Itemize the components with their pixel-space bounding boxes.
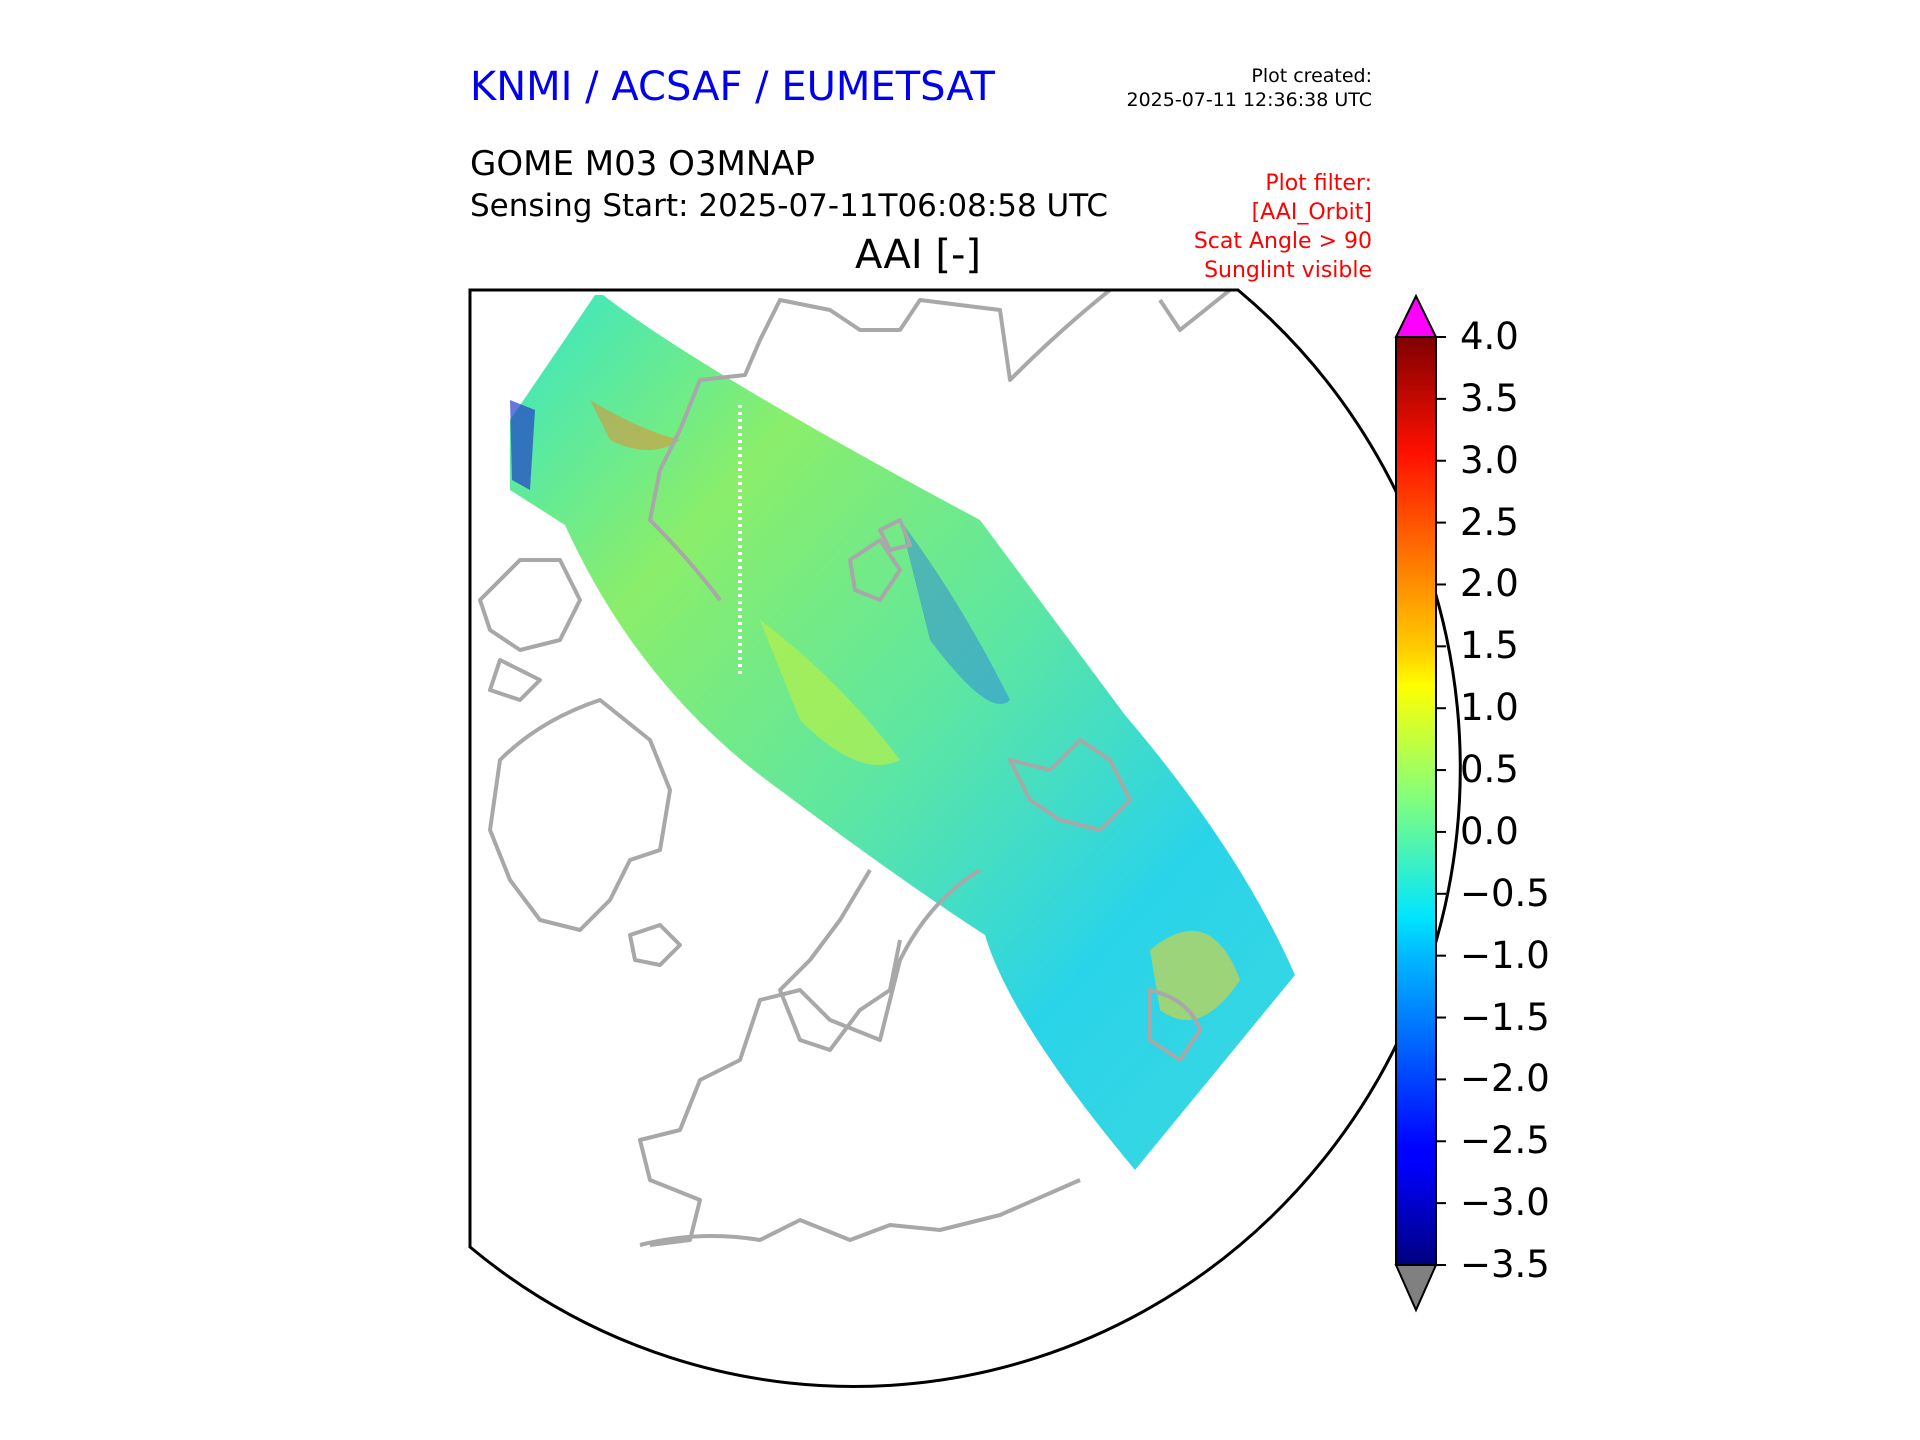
plot-filter-line: Sunglint visible <box>1204 258 1372 283</box>
colorbar-tick-label: −1.5 <box>1460 995 1550 1039</box>
swath-low-values <box>900 520 1010 704</box>
colorbar-tick-label: −3.5 <box>1460 1243 1550 1286</box>
coastline-asia-north <box>648 290 1112 602</box>
colorbar-tick-label: 3.5 <box>1460 376 1519 420</box>
coastline-iceland <box>628 923 682 967</box>
coastline-europe <box>638 868 982 1247</box>
swath-high-values <box>760 620 900 765</box>
colorbar-tick-label: −1.0 <box>1460 933 1550 977</box>
colorbar-gradient <box>1395 336 1437 1266</box>
organization-title: KNMI / ACSAF / EUMETSAT <box>470 64 995 110</box>
colorbar-tick-label: −3.0 <box>1460 1181 1550 1225</box>
coastline-scandinavia <box>778 868 902 1052</box>
coastline-greenland <box>488 698 672 932</box>
colorbar-over-arrow <box>1394 293 1438 338</box>
coastline-central-asia <box>1008 738 1132 832</box>
plot-filter-line: Plot filter: <box>1265 171 1372 196</box>
plot-filter-line: Scat Angle > 90 <box>1193 229 1372 254</box>
coastline-canada-islands <box>478 558 582 702</box>
colorbar-under-arrow <box>1394 1264 1438 1313</box>
colorbar-tick-label: 4.0 <box>1460 315 1519 358</box>
data-swath <box>510 295 1295 1170</box>
plot-created-time: 2025-07-11 12:36:38 UTC <box>1126 89 1373 111</box>
swath-low-values <box>510 400 535 490</box>
coastline-caspian <box>1148 988 1202 1062</box>
colorbar-tick-label: 0.5 <box>1460 748 1519 792</box>
colorbar-tick-label: 1.0 <box>1460 686 1519 730</box>
product-name: GOME M03 O3MNAP <box>470 144 816 184</box>
colorbar-tick-label: −0.5 <box>1460 871 1550 915</box>
plot-created-info: Plot created: 2025-07-11 12:36:38 UTC <box>1127 64 1373 112</box>
colorbar-tick-label: 2.0 <box>1460 562 1519 606</box>
plot-filter: Plot filter: [AAI_Orbit] Scat Angle > 90… <box>1194 169 1372 285</box>
plot-created-label: Plot created: <box>1251 65 1372 87</box>
coastline-arctic-sea <box>848 518 912 602</box>
coastline-mediterranean <box>639 1178 1081 1247</box>
colorbar-tick-label: 1.5 <box>1460 624 1519 668</box>
sensing-start: Sensing Start: 2025-07-11T06:08:58 UTC <box>470 188 1108 224</box>
plot-filter-line: [AAI_Orbit] <box>1251 200 1372 225</box>
colorbar-tick-label: −2.0 <box>1460 1057 1550 1101</box>
variable-title: AAI [-] <box>855 232 981 278</box>
coastline-siberia <box>1158 290 1232 332</box>
colorbar-tick-label: 2.5 <box>1460 500 1519 544</box>
swath-high-values <box>590 400 680 450</box>
colorbar-tick-label: 0.0 <box>1460 809 1519 853</box>
colorbar-tick-label: 3.0 <box>1460 438 1519 482</box>
colorbar-tick-label: −2.5 <box>1460 1119 1550 1163</box>
